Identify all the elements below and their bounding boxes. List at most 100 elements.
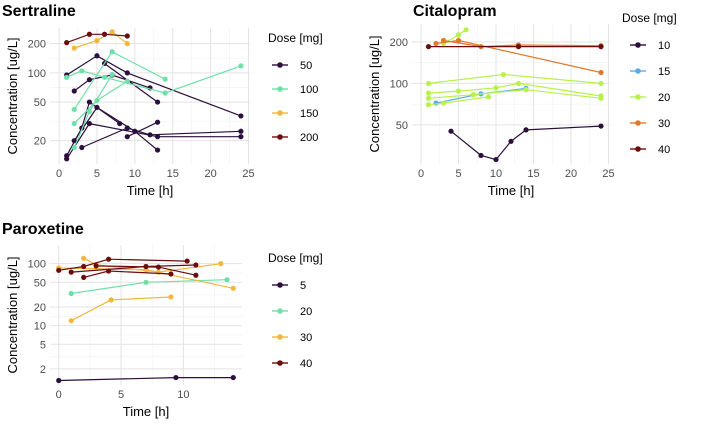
legend-key-point (277, 134, 283, 140)
data-point-dose-50 (147, 132, 153, 138)
data-point-dose-20 (425, 102, 432, 108)
y-tick-label: 100 (390, 78, 408, 90)
data-point-dose-40 (515, 44, 522, 50)
x-axis-label: Time [h] (127, 183, 173, 198)
legend-label-30: 30 (658, 118, 670, 130)
data-point-dose-20 (425, 95, 432, 101)
legend-key-point (635, 146, 641, 152)
data-point-dose-50 (154, 119, 161, 125)
data-point-dose-40 (184, 258, 190, 264)
legend-label-20: 20 (658, 92, 670, 104)
data-point-dose-50 (94, 53, 100, 59)
data-point-dose-150 (124, 41, 130, 47)
data-point-dose-30 (433, 40, 439, 47)
data-point-dose-200 (86, 31, 92, 37)
data-point-dose-40 (93, 263, 99, 269)
y-tick-label: 50 (34, 97, 46, 109)
data-point-dose-40 (193, 272, 199, 278)
legend-key-point (277, 334, 283, 340)
data-point-dose-100 (162, 76, 168, 82)
data-point-dose-10 (478, 152, 484, 159)
legend-title: Dose [mg] (268, 251, 323, 265)
data-point-dose-20 (598, 95, 604, 101)
data-point-dose-200 (64, 40, 70, 46)
data-point-dose-30 (455, 37, 462, 44)
x-tick-label: 10 (129, 168, 141, 180)
data-point-dose-100 (101, 74, 108, 80)
series-line-dose-200 (66, 33, 128, 44)
x-tick-label: 15 (527, 168, 539, 180)
data-point-dose-20 (425, 80, 432, 87)
legend-label-50: 50 (300, 60, 312, 72)
data-point-dose-200 (101, 31, 108, 37)
data-point-dose-30 (168, 294, 174, 300)
data-point-dose-40 (155, 264, 162, 270)
x-tick-label: 5 (455, 168, 461, 180)
y-axis-label: Concentration [ug/L] (5, 37, 20, 154)
legend-title: Dose [mg] (622, 11, 677, 25)
data-point-dose-50 (94, 104, 100, 111)
data-point-dose-5 (56, 377, 62, 384)
y-axis-label: Concentration [ug/L] (5, 256, 20, 373)
series-line-dose-50 (73, 74, 151, 92)
data-point-dose-200 (124, 33, 130, 39)
data-point-dose-10 (508, 138, 514, 144)
y-tick-label: 2 (40, 364, 46, 376)
data-point-dose-20 (485, 94, 492, 100)
data-point-dose-20 (493, 85, 499, 91)
legend-key-point (635, 42, 641, 48)
legend-key-point (277, 86, 283, 92)
data-point-dose-5 (230, 374, 236, 381)
chart-title: Paroxetine (2, 221, 84, 238)
data-point-dose-50 (238, 134, 244, 140)
series-line-dose-50 (73, 106, 158, 151)
legend-label-40: 40 (658, 144, 670, 156)
x-tick-label: 20 (204, 168, 216, 180)
series-line-dose-50 (104, 63, 158, 103)
y-tick-label: 50 (396, 120, 408, 132)
data-point-dose-20 (500, 71, 507, 78)
data-point-dose-40 (168, 271, 174, 277)
data-point-dose-30 (230, 285, 236, 291)
chart-panel-sertraline: 0 5 10 15 20 25 20 50 100 200 Sertraline Time [h] Co… (2, 3, 323, 198)
data-point-dose-50 (154, 134, 161, 140)
data-point-dose-30 (440, 37, 447, 44)
data-point-dose-40 (598, 44, 604, 50)
series-line-dose-30 (443, 39, 602, 48)
chart-title: Citalopram (413, 3, 497, 20)
data-point-dose-30 (68, 318, 74, 324)
data-point-dose-20 (224, 277, 230, 283)
legend-label-100: 100 (300, 84, 318, 96)
legend-label-150: 150 (300, 108, 318, 120)
legend-label-15: 15 (658, 66, 670, 78)
data-point-dose-50 (124, 125, 130, 131)
y-tick-label: 100 (28, 68, 46, 80)
series-line-dose-50 (127, 121, 158, 138)
data-point-dose-30 (218, 261, 224, 267)
data-point-dose-40 (68, 269, 74, 275)
legend-key-point (635, 68, 641, 74)
data-point-dose-50 (238, 113, 244, 119)
series-line-dose-50 (66, 55, 242, 117)
series-line-dose-40 (58, 258, 188, 271)
legend-label-10: 10 (658, 40, 670, 52)
data-point-dose-100 (71, 106, 77, 113)
data-point-dose-20 (463, 27, 469, 33)
legend-key-point (635, 120, 641, 126)
data-point-dose-10 (523, 127, 529, 133)
legend-key-point (277, 110, 283, 116)
legend-label-5: 5 (300, 280, 306, 292)
data-point-dose-40 (105, 268, 112, 274)
data-point-dose-50 (71, 138, 77, 144)
legend-key-point (277, 282, 283, 288)
data-point-dose-20 (523, 87, 529, 93)
data-point-dose-30 (598, 69, 604, 76)
y-tick-label: 100 (28, 259, 46, 271)
x-tick-label: 5 (94, 168, 100, 180)
data-point-dose-15 (433, 100, 439, 106)
y-tick-label: 200 (28, 39, 46, 51)
data-point-dose-50 (154, 99, 161, 105)
data-point-dose-150 (71, 45, 77, 51)
data-point-dose-50 (124, 70, 130, 76)
